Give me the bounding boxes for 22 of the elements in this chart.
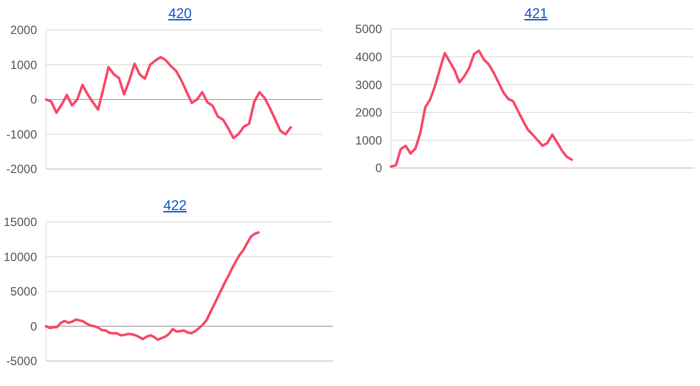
chart-title: 422: [163, 197, 187, 213]
y-tick-label: 3000: [355, 78, 382, 92]
line-series: [44, 56, 292, 140]
y-tick-label: 1000: [355, 133, 382, 148]
y-tick-label: 5000: [10, 284, 38, 299]
y-tick-label: 0: [30, 319, 38, 334]
chart-title: 421: [524, 5, 548, 21]
y-tick-label: 10000: [4, 250, 38, 264]
y-tick-label: 0: [375, 161, 382, 176]
line-series: [390, 49, 574, 168]
y-tick-label: -1000: [6, 127, 38, 142]
y-tick-label: 1000: [10, 58, 38, 72]
y-tick-label: 2000: [10, 23, 38, 38]
y-tick-label: -5000: [6, 354, 38, 368]
y-tick-label: 15000: [4, 215, 38, 230]
y-tick-label: 4000: [355, 50, 382, 64]
chart-title: 420: [168, 5, 192, 21]
line-series: [44, 231, 260, 342]
y-tick-label: -2000: [6, 162, 38, 176]
y-tick-label: 0: [30, 92, 38, 107]
y-tick-label: 2000: [355, 106, 382, 120]
y-tick-label: 5000: [355, 22, 382, 36]
